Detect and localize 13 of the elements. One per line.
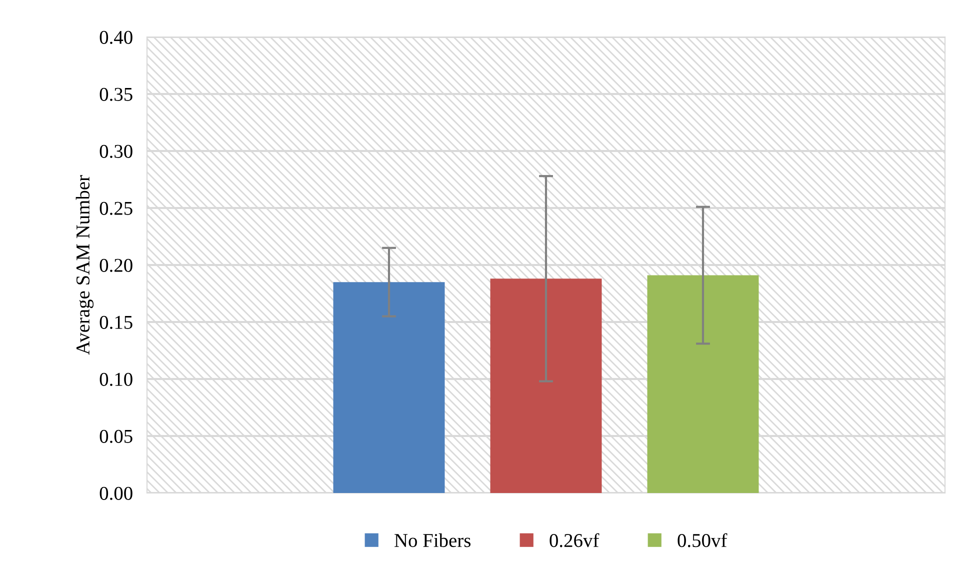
y-tick-label: 0.20	[100, 258, 132, 272]
y-axis-title: Average SAM Number	[76, 175, 94, 355]
legend-label: No Fibers	[394, 533, 470, 548]
y-tick-label: 0.25	[100, 202, 132, 216]
y-tick-label: 0.40	[100, 30, 132, 44]
y-tick-label: 0.15	[100, 316, 132, 330]
y-tick-label: 0.00	[100, 486, 132, 500]
y-tick-label: 0.05	[100, 430, 132, 444]
legend-label: 0.26vf	[550, 533, 600, 548]
legend-label: 0.50vf	[678, 533, 728, 548]
y-tick-label: 0.10	[100, 372, 132, 386]
y-tick-label: 0.35	[100, 88, 132, 102]
y-tick-label: 0.30	[100, 144, 132, 158]
